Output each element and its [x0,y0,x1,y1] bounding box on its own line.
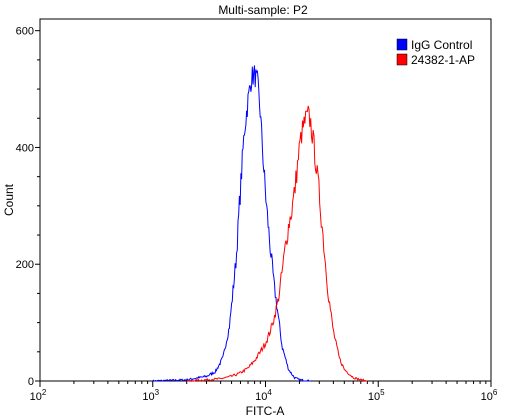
y-tick-label: 400 [16,142,34,154]
x-tick-label: 102 [30,388,47,403]
x-tick-base: 10 [255,391,267,403]
y-tick-label: 600 [16,26,34,38]
x-axis: 102 103 104 105 106 [30,381,498,403]
y-axis-label: Count [2,183,16,216]
x-tick-exponent: 2 [42,388,47,397]
legend-swatch [396,38,408,51]
y-axis: 0 200 400 600 [16,26,40,388]
series-layer [152,65,368,383]
legend-label: IgG Control [411,38,472,52]
x-tick-exponent: 5 [380,388,385,397]
y-tick-label: 200 [16,259,34,271]
x-axis-label: FITC-A [246,404,285,418]
y-tick-label: 0 [28,376,34,388]
chart-title: Multi-sample: P2 [218,3,308,17]
x-tick-label: 104 [255,388,272,403]
legend-label: 24382-1-AP [411,53,475,67]
x-tick-base: 10 [368,391,380,403]
series-line-1 [186,105,368,383]
series-line-0 [152,65,311,382]
x-tick-exponent: 4 [267,388,272,397]
x-tick-exponent: 3 [155,388,160,397]
x-tick-base: 10 [30,391,42,403]
x-tick-base: 10 [142,391,154,403]
x-tick-label: 105 [368,388,385,403]
legend-swatch [396,53,408,66]
x-tick-label: 106 [481,388,498,403]
x-tick-label: 103 [142,388,159,403]
x-tick-base: 10 [481,391,493,403]
x-tick-exponent: 6 [493,388,498,397]
